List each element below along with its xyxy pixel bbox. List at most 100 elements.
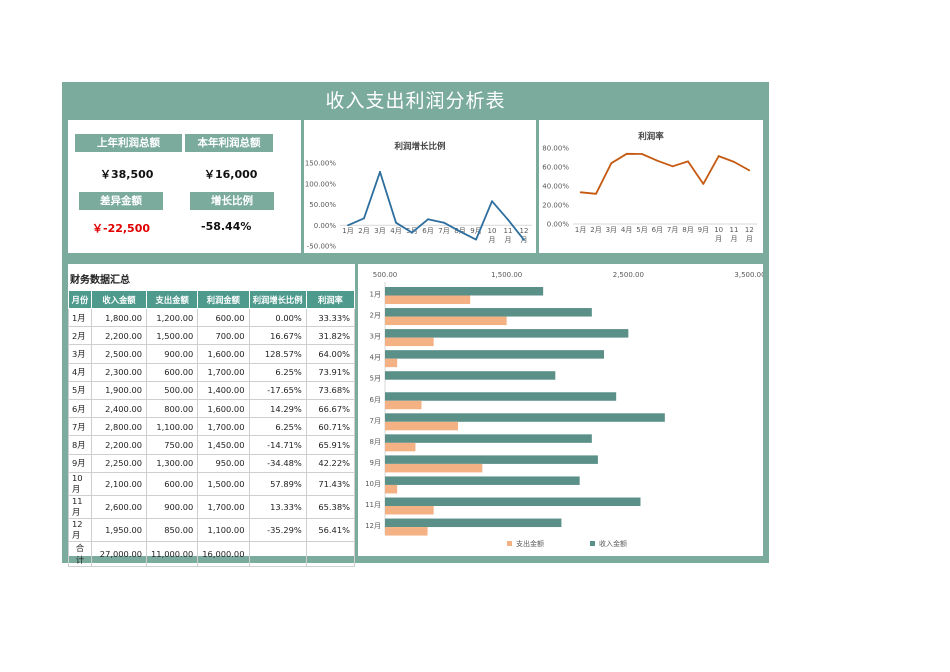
expense-bar: [385, 421, 458, 431]
legend-swatch-expense: [507, 541, 512, 546]
cell-month: 合计: [68, 540, 92, 567]
x-tick-label: 1,500.00: [491, 271, 522, 279]
expense-bar: [385, 358, 398, 368]
cell-expense: 1,300.00: [146, 453, 199, 473]
x-tick-label: 5月: [406, 227, 417, 235]
table-row: 7月 2,800.00 1,100.00 1,700.00 6.25% 60.71%: [68, 417, 356, 437]
category-label: 7月: [370, 417, 381, 425]
financial-summary-panel: 财务数据汇总 月份 收入金额 支出金额 利润金额 利润增长比例 利润率 1月 1,…: [68, 264, 356, 567]
this-year-profit-label: 本年利润总额: [185, 134, 273, 152]
cell-profit: 700.00: [197, 326, 250, 346]
category-label: 1月: [370, 291, 381, 299]
cell-expense: 1,100.00: [146, 417, 199, 437]
cell-month: 10月: [68, 471, 92, 496]
category-label: 6月: [370, 396, 381, 404]
cell-profit: 1,700.00: [197, 494, 250, 519]
cell-profit: 1,600.00: [197, 344, 250, 364]
income-bar: [385, 455, 598, 464]
cell-profit-growth: -17.65%: [248, 380, 307, 400]
y-tick-label: 100.00%: [305, 180, 336, 188]
income-bar: [385, 413, 665, 422]
data-point: [579, 191, 582, 194]
expense-bar: [385, 463, 483, 473]
table-row: 1月 1,800.00 1,200.00 600.00 0.00% 33.33%: [68, 307, 356, 328]
table-row: 11月 2,600.00 900.00 1,700.00 13.33% 65.38%: [68, 494, 356, 519]
cell-month: 9月: [68, 453, 92, 473]
x-tick-label: 6月: [422, 227, 433, 235]
cell-expense: 600.00: [146, 362, 199, 382]
category-label: 2月: [370, 312, 381, 320]
cell-profit-rate: 42.22%: [305, 453, 356, 473]
data-point: [610, 162, 613, 165]
data-point: [459, 230, 461, 233]
category-label: 9月: [370, 459, 381, 467]
x-tick-label: 4月: [621, 226, 632, 234]
table-row: 10月 2,100.00 600.00 1,500.00 57.89% 71.43%: [68, 471, 356, 496]
x-tick-label: 10 月: [714, 226, 723, 243]
cell-profit-growth: 6.25%: [248, 362, 307, 382]
data-point: [507, 218, 509, 221]
cell-month: 6月: [68, 398, 92, 419]
cell-profit-growth: 0.00%: [248, 307, 307, 328]
expense-bar: [385, 506, 434, 515]
expense-bar: [385, 316, 507, 326]
profit-rate-chart-title: 利润率: [638, 132, 664, 142]
kpi-panel: 上年利润总额 本年利润总额 ￥38,500 ￥16,000 差异金额 增长比例 …: [68, 120, 301, 253]
cell-profit: 16,000.00: [197, 540, 250, 567]
cell-income: 27,000.00: [90, 540, 148, 567]
y-tick-label: 40.00%: [542, 183, 569, 191]
x-tick-label: 10 月: [488, 227, 497, 244]
y-tick-label: 50.00%: [309, 201, 336, 209]
cell-month: 2月: [68, 326, 92, 346]
table-row: 8月 2,200.00 750.00 1,450.00 -14.71% 65.91%: [68, 435, 356, 455]
legend-label-expense: 支出金额: [516, 539, 544, 548]
growth-ratio-value: -58.44%: [201, 220, 252, 233]
income-bar: [385, 392, 617, 401]
y-tick-label: 20.00%: [542, 202, 569, 210]
data-point: [475, 238, 477, 241]
x-tick-label: 2月: [590, 226, 601, 234]
x-tick-label: 11 月: [730, 226, 739, 243]
x-tick-label: 1月: [342, 227, 353, 235]
data-point: [595, 192, 597, 195]
expense-bar: [385, 484, 398, 494]
x-tick-label: 2月: [358, 227, 369, 235]
data-point: [379, 170, 381, 173]
cell-profit: 1,400.00: [197, 380, 250, 400]
cell-month: 1月: [68, 307, 92, 328]
cell-profit-growth: 13.33%: [248, 494, 307, 519]
cell-profit-rate: 71.43%: [305, 471, 356, 496]
expense-bar: [385, 295, 471, 304]
x-tick-label: 500.00: [373, 271, 398, 279]
income-bar: [385, 476, 580, 485]
cell-profit: 1,700.00: [197, 417, 250, 437]
income-bar: [385, 371, 556, 380]
income-expense-bar-chart: 500.00 1,500.00 2,500.00 3,500.00 1月 2月 3月 4月 5月…: [365, 271, 766, 548]
cell-profit-growth: -14.71%: [248, 435, 307, 455]
cell-expense: 500.00: [146, 380, 199, 400]
cell-profit: 1,100.00: [197, 517, 250, 542]
y-tick-label: 60.00%: [542, 164, 569, 172]
cell-income: 1,800.00: [90, 307, 148, 328]
cell-profit-growth: [248, 540, 307, 567]
income-bar: [385, 518, 562, 528]
legend-swatch-income: [590, 541, 595, 546]
table-row: 合计 27,000.00 11,000.00 16,000.00: [68, 540, 356, 567]
col-header-profit-rate: 利润率: [305, 290, 356, 309]
y-tick-label: -50.00%: [307, 243, 337, 251]
cell-expense: 900.00: [146, 494, 199, 519]
cell-expense: 750.00: [146, 435, 199, 455]
cell-profit-rate: 65.38%: [305, 494, 356, 519]
cell-profit-growth: 16.67%: [248, 326, 307, 346]
data-point: [427, 218, 429, 221]
this-year-profit-value: ￥16,000: [204, 168, 258, 181]
last-year-profit-label: 上年利润总额: [75, 134, 182, 152]
table-row: 3月 2,500.00 900.00 1,600.00 128.57% 64.00%: [68, 344, 356, 364]
cell-profit-growth: -35.29%: [248, 517, 307, 542]
data-point: [411, 231, 413, 234]
cell-profit-rate: 66.67%: [305, 398, 356, 419]
cell-month: 8月: [68, 435, 92, 455]
cell-profit: 1,500.00: [197, 471, 250, 496]
cell-expense: 900.00: [146, 344, 199, 364]
